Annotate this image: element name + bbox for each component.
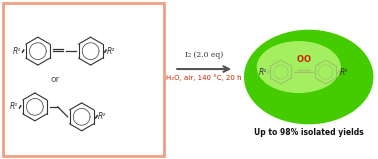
Text: R¹: R¹ [13, 47, 22, 56]
Text: R¹: R¹ [10, 102, 19, 111]
Text: R²: R² [98, 112, 106, 121]
Text: H₂O, air, 140 °C, 20 h: H₂O, air, 140 °C, 20 h [166, 74, 242, 81]
Text: or: or [50, 76, 59, 84]
Text: I₂ (2.0 eq): I₂ (2.0 eq) [185, 51, 223, 59]
Ellipse shape [244, 30, 373, 124]
Text: O: O [303, 55, 310, 64]
Text: Up to 98% isolated yields: Up to 98% isolated yields [254, 128, 364, 137]
Text: R²: R² [340, 68, 348, 76]
Text: R²: R² [107, 47, 115, 56]
Text: R¹: R¹ [259, 68, 267, 76]
Text: O: O [296, 55, 303, 64]
FancyBboxPatch shape [3, 3, 164, 156]
Ellipse shape [257, 41, 341, 93]
